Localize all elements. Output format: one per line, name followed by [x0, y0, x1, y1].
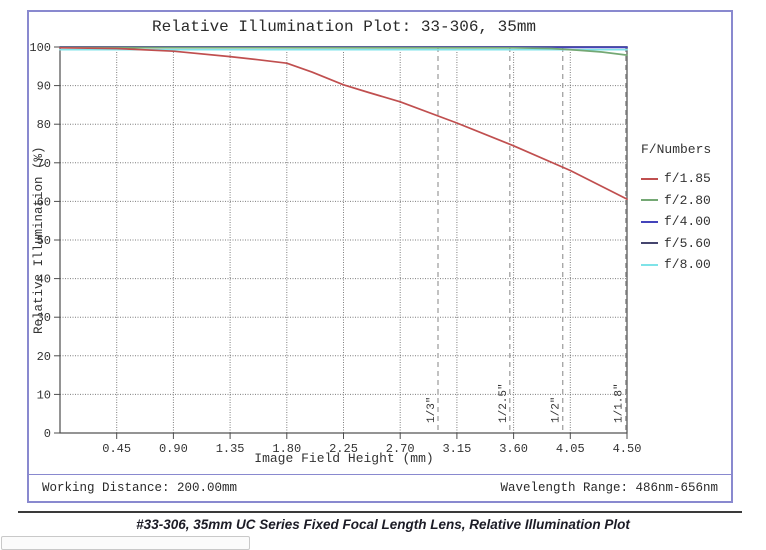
series-line-f-2.80 [59, 46, 628, 56]
working-distance-label: Working Distance: 200.00mm [42, 481, 238, 495]
cutoff-panel [1, 536, 250, 550]
chart-title: Relative Illumination Plot: 33-306, 35mm [151, 18, 537, 36]
footer-bar: Working Distance: 200.00mm Wavelength Ra… [29, 474, 731, 501]
legend: F/Numbers f/1.85 f/2.80 f/4.00 f/5.60 f/8.00 [641, 142, 711, 276]
legend-item: f/1.85 [641, 168, 711, 190]
legend-swatch [641, 177, 658, 180]
y-tick-label: 0 [44, 427, 51, 441]
y-tick-label: 100 [29, 41, 51, 55]
legend-swatch [641, 199, 658, 202]
plot-area: 1/3" 1/2.5" 1/2" 1/1.8" 0 10 20 30 40 50 60 70 80 90 1… [29, 41, 642, 456]
y-tick-label: 40 [37, 273, 51, 287]
series-line-f-1.85 [59, 46, 628, 200]
y-tick-label: 60 [37, 195, 51, 209]
y-tick-label: 70 [37, 157, 51, 171]
x-tick-label: 2.25 [329, 442, 358, 456]
x-tick-label: 3.60 [499, 442, 528, 456]
x-tick-label: 2.70 [386, 442, 415, 456]
y-axis-title: Relative Illumination (%) [32, 146, 46, 334]
legend-swatch [641, 220, 658, 223]
y-tick-label: 10 [37, 388, 51, 402]
legend-swatch [641, 263, 658, 266]
y-tick-label: 50 [37, 234, 51, 248]
sensor-format-label: 1/2" [551, 397, 563, 423]
y-tick-label: 80 [37, 118, 51, 132]
legend-item: f/5.60 [641, 233, 711, 255]
legend-item: f/2.80 [641, 190, 711, 212]
sensor-format-label: 1/2.5" [498, 383, 510, 423]
figure-caption: #33-306, 35mm UC Series Fixed Focal Leng… [136, 517, 630, 532]
legend-title: F/Numbers [641, 142, 712, 157]
legend-label: f/8.00 [664, 257, 711, 273]
x-tick-label: 4.50 [613, 442, 642, 456]
legend-item: f/4.00 [641, 211, 711, 233]
x-tick-label: 0.90 [159, 442, 188, 456]
x-axis-title: Image Field Height (mm) [254, 451, 434, 466]
illumination-chart-frame: Relative Illumination Plot: 33-306, 35mm… [27, 10, 733, 503]
sensor-format-label: 1/1.8" [614, 383, 626, 423]
legend-label: f/1.85 [664, 171, 711, 187]
x-tick-label: 4.05 [556, 442, 585, 456]
x-tick-label: 0.45 [102, 442, 131, 456]
legend-item: f/8.00 [641, 254, 711, 276]
y-tick-label: 20 [37, 350, 51, 364]
legend-swatch [641, 242, 658, 245]
y-tick-label: 90 [37, 80, 51, 94]
legend-label: f/5.60 [664, 235, 711, 251]
divider-rule [18, 511, 742, 513]
x-tick-label: 3.15 [442, 442, 471, 456]
legend-label: f/4.00 [664, 214, 711, 230]
x-tick-label: 1.35 [216, 442, 245, 456]
x-tick-label: 1.80 [272, 442, 301, 456]
sensor-format-label: 1/3" [426, 397, 438, 423]
legend-label: f/2.80 [664, 192, 711, 208]
legend-items: f/1.85 f/2.80 f/4.00 f/5.60 f/8.00 [641, 168, 711, 276]
y-tick-label: 30 [37, 311, 51, 325]
wavelength-range-label: Wavelength Range: 486nm-656nm [500, 481, 718, 495]
